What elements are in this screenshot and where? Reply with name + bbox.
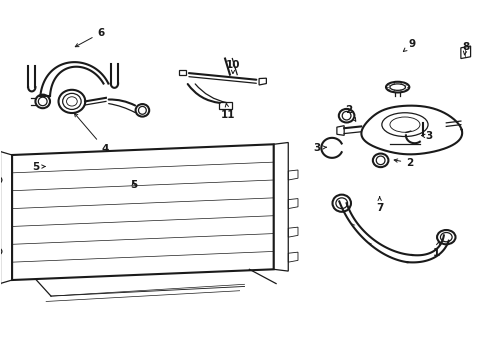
Text: 4: 4 [74,113,108,154]
Text: 3: 3 [421,131,432,141]
Text: 2: 2 [345,105,355,121]
Text: 2: 2 [393,158,412,168]
Text: 10: 10 [225,60,240,73]
Text: 1: 1 [432,242,439,258]
Text: 7: 7 [375,197,383,212]
Text: 6: 6 [75,28,104,47]
Text: 8: 8 [461,42,468,55]
Text: 5: 5 [32,162,45,172]
Text: 9: 9 [403,39,415,51]
Text: 11: 11 [221,104,235,120]
Text: 3: 3 [313,143,326,153]
Text: 5: 5 [130,180,137,190]
